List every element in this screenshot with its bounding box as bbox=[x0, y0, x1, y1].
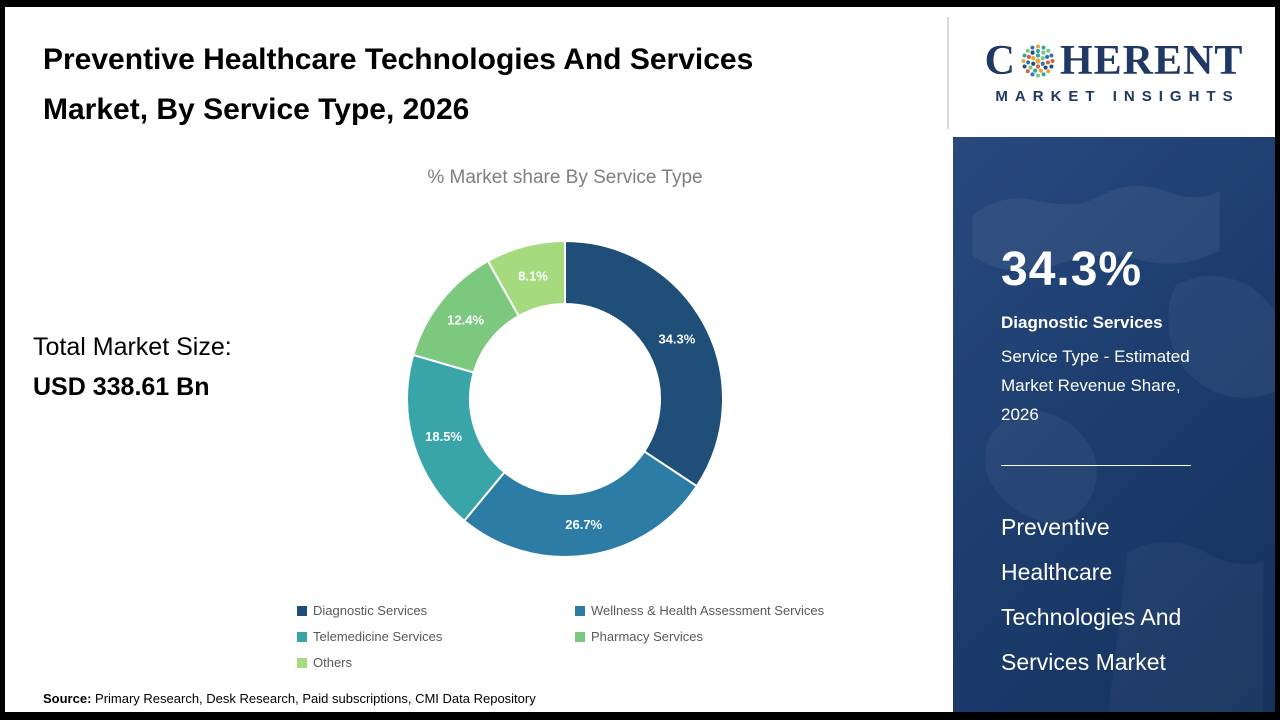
brand-subtext: MARKET INSIGHTS bbox=[995, 87, 1240, 105]
globe-dot bbox=[1026, 54, 1031, 59]
legend-swatch bbox=[575, 631, 585, 642]
donut-slice-1 bbox=[462, 450, 699, 558]
page-title: Preventive Healthcare Technologies And S… bbox=[43, 35, 753, 135]
globe-dot bbox=[1044, 54, 1050, 59]
globe-dot bbox=[1022, 52, 1027, 57]
side-panel: 34.3% Diagnostic Services Service Type -… bbox=[953, 137, 1275, 712]
donut-slice-0 bbox=[564, 239, 724, 488]
globe-dot bbox=[1040, 55, 1045, 60]
globe-dot bbox=[1035, 57, 1041, 64]
brand-prefix: C bbox=[984, 37, 1016, 84]
donut-slice-label: 34.3% bbox=[658, 331, 695, 346]
market-name-line-3: Technologies And bbox=[1001, 604, 1182, 630]
globe-dot bbox=[1043, 64, 1048, 70]
legend-label: Diagnostic Services bbox=[313, 603, 428, 618]
highlight-stat-description: Service Type - Estimated Market Revenue … bbox=[1001, 342, 1241, 429]
legend-item: Others bbox=[297, 655, 575, 670]
globe-dot bbox=[1025, 59, 1031, 65]
page-title-line-1: Preventive Healthcare Technologies And S… bbox=[43, 43, 754, 76]
donut-slice-label: 18.5% bbox=[425, 429, 462, 444]
legend-swatch bbox=[575, 605, 585, 616]
globe-dot bbox=[1035, 44, 1040, 48]
globe-dot bbox=[1025, 68, 1030, 73]
donut-slice-label: 8.1% bbox=[518, 269, 548, 284]
legend-label: Wellness & Health Assessment Services bbox=[591, 603, 825, 618]
globe-dot bbox=[1030, 45, 1035, 50]
brand-wordmark: C HERENT bbox=[985, 40, 1244, 82]
globe-dot bbox=[1035, 73, 1040, 77]
legend-label: Pharmacy Services bbox=[591, 629, 703, 644]
source-note: Source: Primary Research, Desk Research,… bbox=[43, 691, 536, 706]
globe-dot bbox=[1035, 52, 1041, 58]
globe-dot bbox=[1030, 71, 1035, 76]
source-label: Source: bbox=[43, 691, 92, 706]
globe-dot bbox=[1035, 48, 1041, 53]
legend-item: Pharmacy Services bbox=[575, 629, 897, 644]
legend-swatch bbox=[297, 657, 307, 668]
globe-dot bbox=[1025, 48, 1030, 53]
total-market-size: Total Market Size: USD 338.61 Bn bbox=[33, 327, 232, 407]
globe-dot bbox=[1049, 64, 1054, 69]
legend-label: Telemedicine Services bbox=[313, 629, 443, 644]
legend-item: Wellness & Health Assessment Services bbox=[575, 603, 897, 618]
globe-dot bbox=[1035, 63, 1041, 69]
globe-dot bbox=[1031, 55, 1036, 60]
brand-logo: C HERENT MARKET INSIGHTS bbox=[953, 7, 1275, 137]
legend-item: Diagnostic Services bbox=[297, 603, 575, 618]
chart-legend: Diagnostic Services Wellness & Health Ass… bbox=[297, 603, 897, 670]
globe-dot bbox=[1021, 58, 1026, 63]
globe-dot bbox=[1038, 67, 1043, 73]
legend-swatch bbox=[297, 631, 307, 642]
highlight-stat-value: 34.3% bbox=[1001, 243, 1143, 296]
globe-icon bbox=[1021, 44, 1055, 77]
stat-desc-line-2: Market Revenue Share, bbox=[1001, 376, 1181, 395]
globe-dot bbox=[1028, 64, 1033, 70]
market-name-line-1: Preventive bbox=[1001, 514, 1110, 540]
stat-desc-line-3: 2026 bbox=[1001, 405, 1039, 424]
total-market-label: Total Market Size: bbox=[33, 333, 232, 361]
donut-slice-label: 12.4% bbox=[447, 312, 484, 327]
chart-subtitle: % Market share By Service Type bbox=[427, 167, 703, 188]
globe-dot bbox=[1046, 48, 1051, 53]
globe-dot bbox=[1041, 71, 1046, 76]
globe-dot bbox=[1022, 64, 1027, 69]
globe-dot bbox=[1041, 45, 1046, 50]
logo-divider bbox=[947, 17, 949, 129]
panel-divider bbox=[1001, 465, 1191, 466]
source-text: Primary Research, Desk Research, Paid su… bbox=[91, 691, 536, 706]
globe-dot bbox=[1050, 58, 1055, 63]
total-market-value: USD 338.61 Bn bbox=[33, 373, 210, 401]
stat-desc-line-1: Service Type - Estimated bbox=[1001, 347, 1190, 366]
highlight-stat-title: Diagnostic Services bbox=[1001, 313, 1163, 332]
brand-suffix: HERENT bbox=[1059, 37, 1244, 84]
globe-dot bbox=[1040, 61, 1045, 66]
market-name-line-4: Services Market bbox=[1001, 649, 1166, 675]
legend-label: Others bbox=[313, 655, 353, 670]
legend-swatch bbox=[297, 605, 307, 616]
donut-slice-label: 26.7% bbox=[565, 517, 602, 532]
donut-slice-4 bbox=[486, 239, 566, 318]
globe-dot bbox=[1031, 61, 1036, 66]
globe-dot bbox=[1049, 52, 1054, 57]
donut-chart: 34.3% 26.7% 18.5% 12.4% 8.1% bbox=[406, 239, 724, 558]
globe-dot bbox=[1033, 67, 1038, 73]
globe-dot bbox=[1046, 68, 1051, 73]
world-map-graphic bbox=[972, 185, 1275, 712]
market-name-line-2: Healthcare bbox=[1001, 559, 1113, 585]
market-name: Preventive Healthcare Technologies And S… bbox=[1001, 505, 1241, 685]
legend-item: Telemedicine Services bbox=[297, 629, 575, 644]
globe-dot bbox=[1041, 49, 1046, 55]
globe-dot bbox=[1030, 49, 1035, 55]
globe-dot bbox=[1045, 59, 1050, 65]
page-title-line-2: Market, By Service Type, 2026 bbox=[43, 93, 470, 126]
